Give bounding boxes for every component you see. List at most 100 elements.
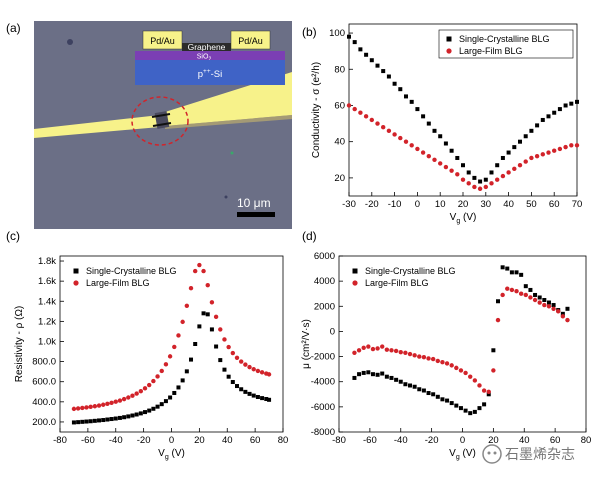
substrate-text: p [198,69,203,80]
y-tick-label: 1.0k [38,336,56,347]
data-point [189,357,194,362]
series-0 [347,34,579,184]
data-point [375,372,380,377]
x-tick-label: 60 [550,435,561,446]
data-point [105,417,110,422]
data-point [486,389,491,394]
data-point [421,388,426,393]
oxide-label: SiO2 [197,54,212,63]
data-point [369,117,374,123]
data-point [449,401,454,406]
data-point [155,374,160,379]
data-point [509,287,515,293]
data-point [222,367,227,372]
data-point [138,388,144,394]
x-tick-label: 60 [250,435,261,446]
data-point [458,406,463,411]
data-point [201,268,206,274]
legend-label: Large-Film BLG [459,46,523,56]
data-point [546,300,551,305]
data-point [408,383,413,388]
panel-d: (d) -80 -60 -40 -20 0 20 40 60 80 -8000 -6000 -4000… [301,229,591,461]
data-point [482,402,487,407]
data-point [426,121,431,126]
electrode-pad-left [142,30,183,50]
x-axis-label-unit: (V) [460,212,476,223]
x-tick-label: 40 [519,435,530,446]
data-point [509,270,514,275]
y-tick-label: -4000 [311,377,335,388]
data-point [440,360,445,365]
data-point [172,390,177,395]
panel-c: (c) -80 -60 -40 -20 0 20 40 60 80 200.0 400.0 600.0… [6,229,288,461]
data-point [491,368,496,373]
data-point [443,164,449,170]
data-point [358,110,363,115]
data-point [384,347,390,352]
data-point [421,114,426,119]
x-axis-label-base: V [158,448,165,459]
data-point [528,287,533,292]
y-tick-label: 1.4k [38,296,56,307]
data-point [134,412,139,417]
data-point [226,374,231,379]
data-point [454,403,459,408]
data-point [126,414,131,419]
y-axis-label: μ (cm²/V·s) [301,319,312,369]
data-point [184,303,190,308]
speck [67,39,73,45]
y-tick-label: 40 [334,137,345,148]
data-point [523,134,528,139]
speck [224,195,228,199]
data-point [569,143,574,148]
data-point [230,350,236,356]
x-tick-label: -20 [137,435,151,446]
data-point [534,153,540,159]
data-point [151,378,156,384]
electrode-left [34,115,160,138]
data-point [432,157,437,162]
data-point [560,311,565,316]
data-point [523,292,528,298]
data-point [117,398,123,403]
data-point [364,52,369,57]
data-point [234,355,240,360]
data-point [347,34,351,39]
x-axis-label: Vg (V) [158,448,185,461]
data-point [575,99,579,104]
data-point [466,170,471,175]
legend: Single-Crystalline BLG Large-Film BLG [73,266,177,288]
data-point [426,391,431,396]
y-axis-label: Resistivity - ρ (Ω) [14,306,25,383]
data-point [84,405,89,410]
chart-d: -80 -60 -40 -20 0 20 40 60 80 -8000 -6000 -4000 -200… [301,251,591,461]
data-point [113,416,118,421]
substrate-tail: -Si [211,69,223,80]
data-point [352,350,357,355]
legend-label: Large-Film BLG [365,278,429,288]
data-point [398,349,403,355]
data-point [176,333,181,338]
data-point [398,379,403,384]
data-point [201,311,206,316]
watermark-logo-dot [487,451,491,455]
data-point [155,404,160,409]
x-tick-label: -20 [425,435,439,446]
data-point [431,392,436,397]
data-point [574,143,580,148]
legend: Single-Crystalline BLG Large-Film BLG [352,266,456,288]
oxide-subscript: 2 [208,57,211,63]
data-point [563,103,568,108]
data-point [529,128,534,133]
data-point [565,317,570,323]
x-tick-label: 80 [278,435,289,446]
data-point [176,385,181,390]
scalebar [237,212,275,217]
data-point [491,348,496,353]
data-point [138,411,143,416]
data-point [551,306,556,311]
data-point [552,148,557,153]
data-point [512,145,517,150]
x-tick-label: 80 [581,435,592,446]
data-point [222,337,227,342]
